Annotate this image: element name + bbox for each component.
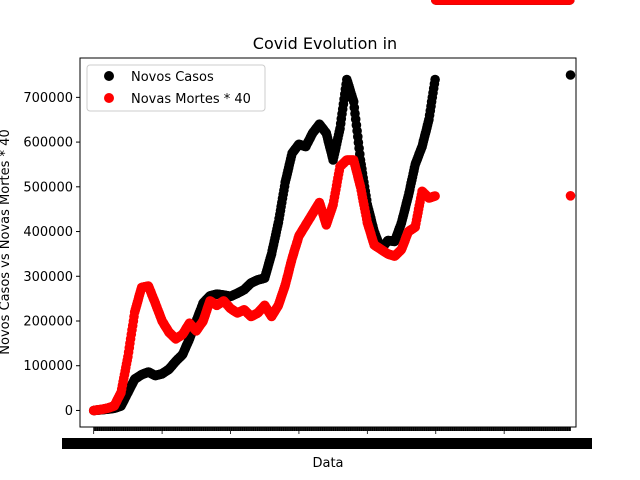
y-tick-label: 500000	[23, 180, 73, 195]
y-axis-label: Novos Casos vs Novas Mortes * 40	[0, 129, 13, 354]
legend-marker-novos-casos	[104, 71, 114, 81]
x-tick-label-band	[62, 438, 592, 449]
y-tick-label: 200000	[23, 314, 73, 329]
data-point-1-697	[565, 191, 576, 201]
chart-title: Covid Evolution in	[253, 34, 397, 53]
y-tick-label: 0	[65, 404, 73, 419]
x-axis-label: Data	[312, 456, 343, 471]
legend-label-novas-mortes: Novas Mortes * 40	[131, 92, 251, 107]
legend-label-novos-casos: Novos Casos	[131, 70, 214, 85]
legend-box	[86, 64, 266, 112]
y-tick-label: 700000	[23, 91, 73, 106]
legend-marker-novas-mortes	[104, 93, 114, 103]
data-point-1-696	[565, 0, 575, 5]
y-tick-label: 400000	[23, 225, 73, 240]
series-novas-mortes	[88, 0, 576, 416]
data-point-1-499	[430, 191, 440, 201]
legend: Novos Casos Novas Mortes * 40	[86, 64, 266, 112]
y-tick-label: 100000	[23, 359, 73, 374]
data-point-0-499	[430, 74, 440, 85]
data-point-0-697	[565, 70, 576, 80]
y-tick-label: 600000	[23, 136, 73, 151]
y-tick-label: 300000	[23, 270, 73, 285]
x-axis-ticks	[62, 427, 592, 449]
y-axis-ticks: 0 100000 200000 300000 400000 500000 600000 700…	[23, 91, 80, 419]
series-layer	[88, 0, 576, 416]
